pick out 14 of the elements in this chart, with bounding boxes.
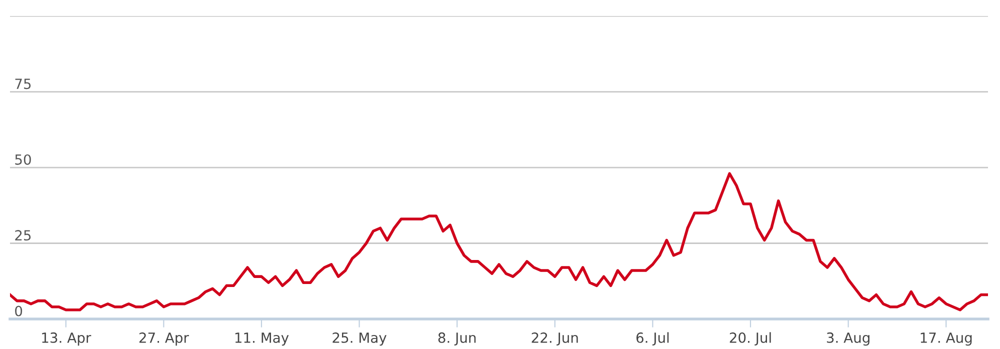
x-tick-label: 13. Apr [42, 332, 92, 346]
y-tick-label: 25 [15, 230, 31, 241]
x-tick-label: 11. May [235, 332, 289, 346]
x-tick-label: 25. May [332, 332, 386, 346]
x-tick-label: 3. Aug [826, 332, 870, 346]
x-tick-label: 27. Apr [139, 332, 189, 346]
x-tick-label: 17. Aug [920, 332, 972, 346]
x-tick-label: 20. Jul [730, 332, 771, 346]
x-tick-label: 22. Jun [532, 332, 578, 346]
x-tick-label: 6. Jul [636, 332, 669, 346]
y-tick-label: 0 [15, 306, 22, 316]
y-tick-label: 75 [15, 78, 31, 90]
y-tick-label: 50 [15, 154, 31, 165]
x-tick-label: 8. Jun [438, 332, 476, 346]
